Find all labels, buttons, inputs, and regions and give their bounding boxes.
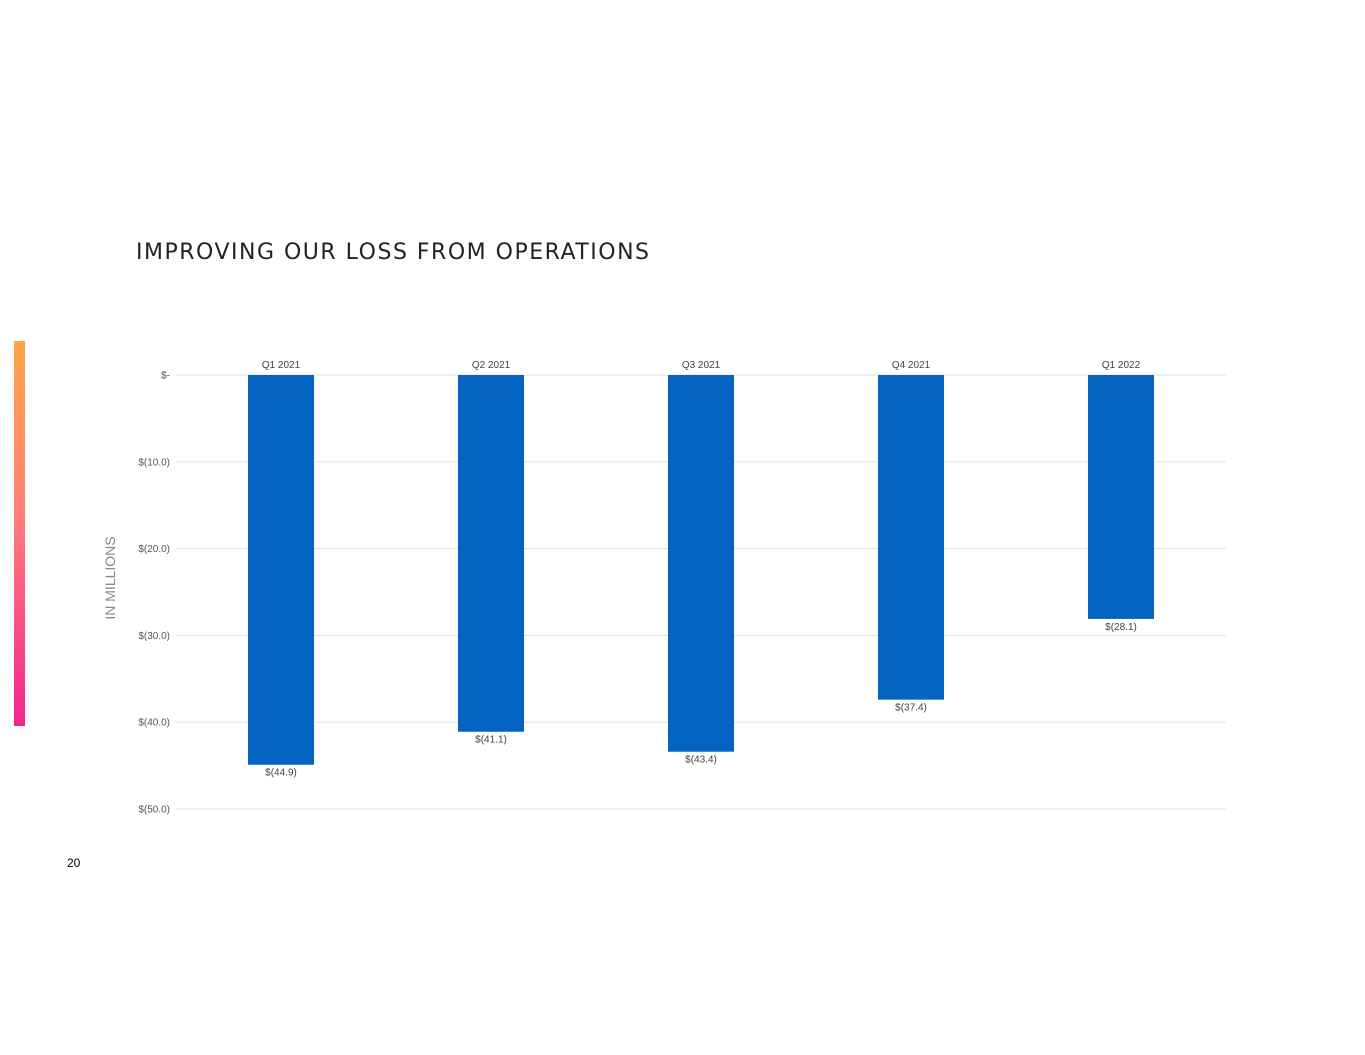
x-tick-label: Q2 2021 xyxy=(472,360,511,371)
data-label: $(41.1) xyxy=(475,735,507,746)
page-number: 20 xyxy=(67,856,81,870)
data-label: $(37.4) xyxy=(895,703,927,714)
x-tick-label: Q1 2021 xyxy=(262,360,301,371)
y-tick-label: $(40.0) xyxy=(138,718,170,729)
y-axis-ticks: $- $(10.0) $(20.0) $(30.0) $(40.0) $(50.0) xyxy=(138,371,170,816)
bar xyxy=(878,375,944,700)
accent-gradient-bar xyxy=(14,341,25,726)
y-tick-label: $(30.0) xyxy=(138,631,170,642)
y-axis-label: IN MILLIONS xyxy=(102,536,118,619)
x-tick-label: Q1 2022 xyxy=(1102,360,1141,371)
bar xyxy=(1088,375,1154,619)
y-tick-label: $(10.0) xyxy=(138,457,170,468)
data-label: $(43.4) xyxy=(685,755,717,766)
x-tick-label: Q4 2021 xyxy=(892,360,931,371)
x-axis-ticks: Q1 2021 Q2 2021 Q3 2021 Q4 2021 Q1 2022 xyxy=(262,360,1141,371)
y-tick-label: $- xyxy=(161,371,170,382)
bar xyxy=(248,375,314,765)
y-tick-label: $(20.0) xyxy=(138,544,170,555)
x-tick-label: Q3 2021 xyxy=(682,360,721,371)
slide-title: IMPROVING OUR LOSS FROM OPERATIONS xyxy=(136,240,651,265)
bar xyxy=(668,375,734,752)
bars xyxy=(248,375,1154,765)
data-label: $(44.9) xyxy=(265,768,297,779)
y-tick-label: $(50.0) xyxy=(138,805,170,816)
bar xyxy=(458,375,524,732)
data-label: $(28.1) xyxy=(1105,622,1137,633)
data-labels: $(44.9) $(41.1) $(43.4) $(37.4) $(28.1) xyxy=(265,622,1137,779)
